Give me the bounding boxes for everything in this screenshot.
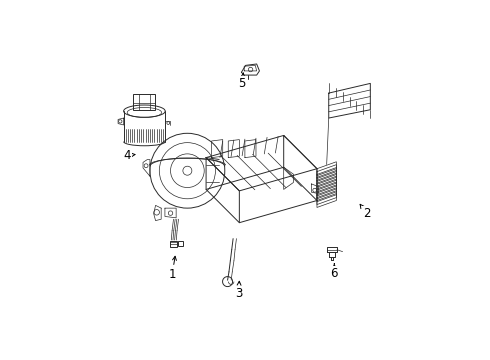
Bar — [170, 241, 177, 247]
Bar — [178, 242, 183, 246]
Text: 2: 2 — [360, 204, 371, 220]
Bar — [133, 94, 155, 110]
Text: 1: 1 — [169, 256, 176, 281]
Text: 6: 6 — [331, 264, 338, 280]
Text: 4: 4 — [123, 149, 135, 162]
Text: 3: 3 — [235, 281, 243, 300]
Text: 5: 5 — [239, 73, 246, 90]
